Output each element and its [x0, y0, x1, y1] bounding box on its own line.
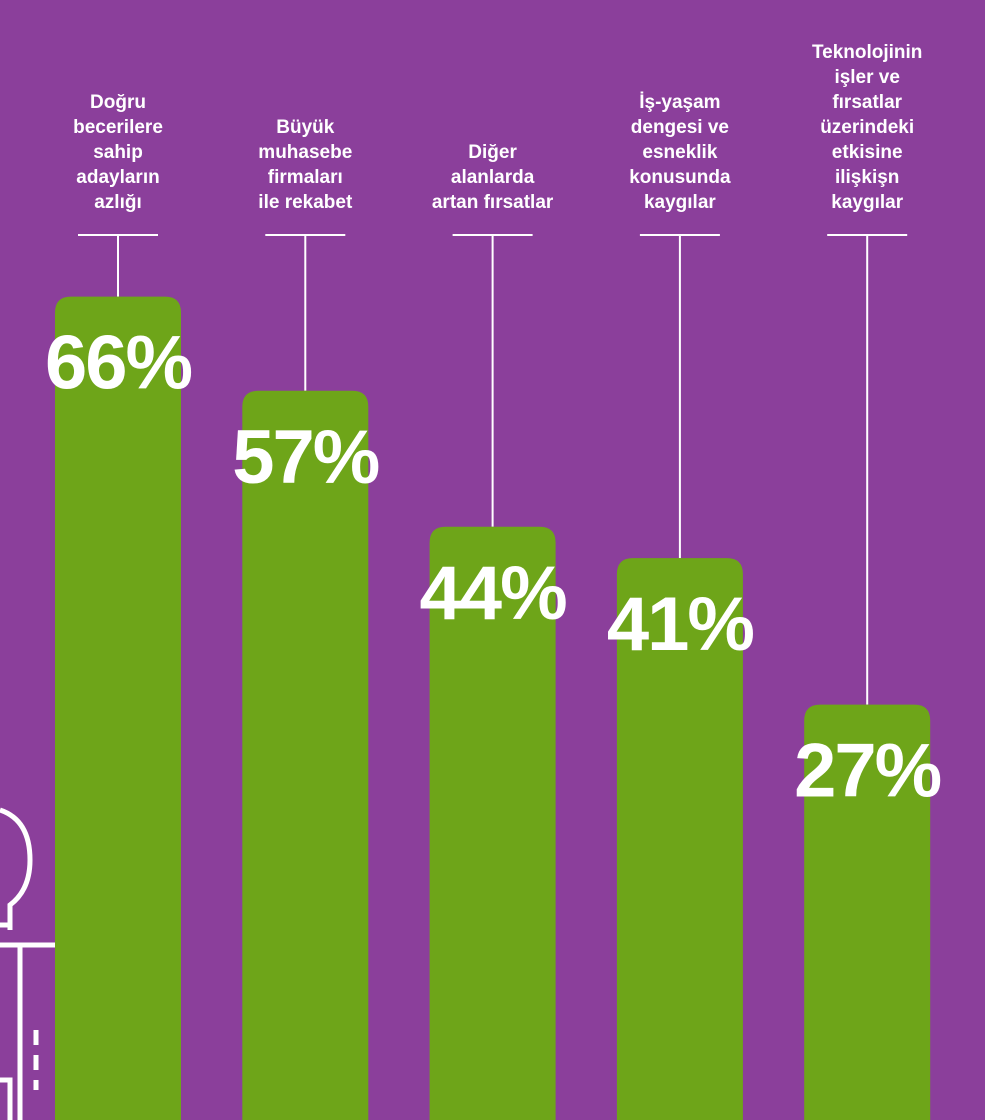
robot-head [0, 807, 33, 930]
category-label: İş-yaşam dengesi ve esneklik konusunda k… [629, 92, 731, 213]
bar [429, 526, 556, 1120]
category-label: Teknolojinin işler ve fırsatlar üzerinde… [811, 42, 923, 213]
value-label: 41% [607, 582, 754, 667]
robot-leg [0, 1077, 13, 1120]
bar [55, 296, 181, 1120]
value-label: 44% [420, 551, 567, 636]
bar [242, 390, 369, 1120]
category-label: Doğru becerilere sahip adayların azlığı [73, 92, 163, 213]
bar [616, 558, 743, 1120]
bar [804, 704, 931, 1120]
category-label: Diğer alanlarda artan fırsatlar [431, 142, 554, 213]
value-label: 57% [232, 415, 379, 500]
value-label: 27% [794, 729, 941, 814]
robot-detail [0, 922, 39, 1090]
category-label: Büyük muhasebe firmaları ile rekabet [258, 117, 353, 213]
value-label: 66% [45, 321, 192, 406]
